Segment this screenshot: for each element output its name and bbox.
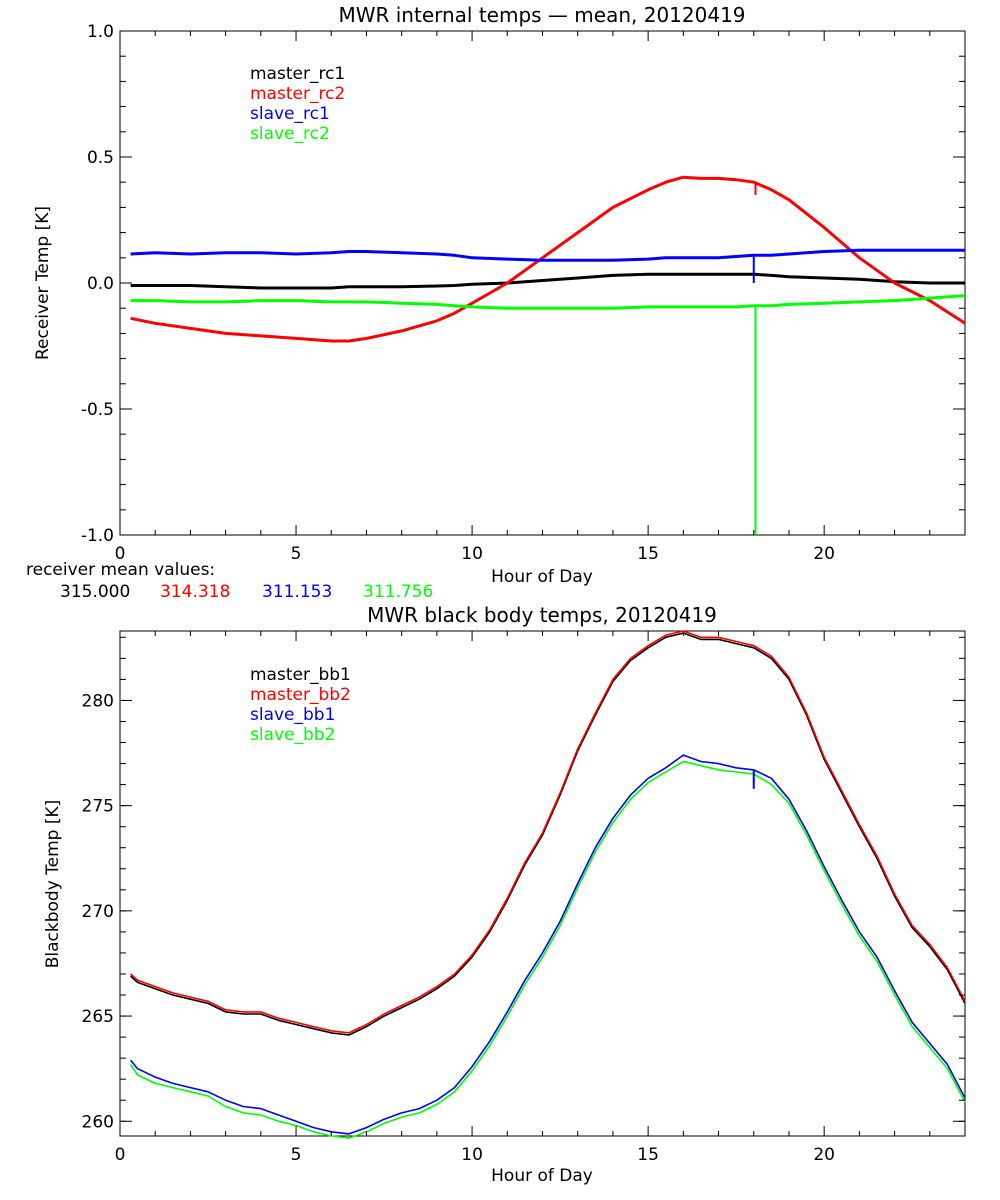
mean-values: 315.000 314.318 311.153 311.756	[60, 582, 433, 602]
y-tick-label: 1.0	[87, 22, 114, 42]
series-line-master_rc1	[130, 272, 965, 290]
series-line-master_rc2	[130, 175, 966, 343]
mean-value: 311.153	[262, 582, 332, 602]
series-line-slave_rc1	[130, 248, 965, 262]
y-tick-label: 265	[82, 1007, 114, 1027]
x-tick-label: 10	[461, 1145, 483, 1165]
legend-entry-master_rc1: master_rc1	[250, 64, 345, 84]
series-lines	[129, 630, 966, 1139]
y-tick-label: 0.0	[87, 274, 114, 294]
series-line-slave_rc2	[130, 294, 966, 310]
x-tick-label: 20	[813, 1145, 835, 1165]
plot-frame	[119, 30, 966, 536]
mean-value: 314.318	[160, 582, 230, 602]
y-tick-label: -1.0	[81, 526, 114, 546]
x-axis-label: Hour of Day	[491, 1166, 593, 1186]
legend-entry-master_bb2: master_bb2	[250, 685, 351, 705]
y-tick-label: 260	[82, 1112, 114, 1132]
legend-entry-master_rc2: master_rc2	[250, 84, 345, 104]
chart-title: MWR internal temps — mean, 20120419	[338, 3, 745, 27]
y-tick-label: 270	[82, 902, 114, 922]
x-tick-label: 0	[115, 1145, 126, 1165]
legend-entry-master_bb1: master_bb1	[250, 665, 351, 685]
mean-value: 311.756	[363, 582, 433, 602]
mean-value: 315.000	[60, 582, 130, 602]
x-tick-label: 15	[637, 1145, 659, 1165]
plot-frame	[119, 630, 966, 1137]
series-line-master_bb2	[130, 630, 966, 1034]
x-tick-label: 0	[115, 544, 126, 564]
x-tick-label: 10	[461, 544, 483, 564]
legend-entry-slave_bb2: slave_bb2	[250, 725, 335, 745]
legend-entry-slave_rc1: slave_rc1	[250, 104, 330, 124]
axis-ticks: 0 5 10 15 20 1.0 0.5 0.0 -0.5 -1.0	[81, 22, 966, 564]
series-line-master_bb1	[130, 632, 966, 1036]
y-axis-label: Receiver Temp [K]	[33, 206, 53, 360]
x-tick-label: 5	[291, 1145, 302, 1165]
y-tick-label: -0.5	[81, 400, 114, 420]
y-axis-label: Blackbody Temp [K]	[43, 800, 63, 969]
x-axis-label: Hour of Day	[491, 567, 593, 587]
legend-entry-slave_bb1: slave_bb1	[250, 705, 335, 725]
series-line-slave_bb2	[129, 760, 966, 1139]
x-tick-label: 15	[637, 544, 659, 564]
receiver-temp-chart: MWR internal temps — mean, 20120419 0 5 10…	[26, 3, 966, 602]
series-lines	[130, 175, 966, 535]
mean-values-label: receiver mean values:	[26, 560, 215, 580]
y-tick-label: 0.5	[87, 148, 114, 168]
series-line-slave_bb1	[129, 754, 966, 1135]
axis-ticks: 0 5 10 15 20 280 275 270 265 260	[82, 631, 966, 1165]
chart-title: MWR black body temps, 20120419	[367, 603, 717, 627]
y-tick-label: 275	[82, 797, 114, 817]
y-tick-label: 280	[82, 691, 114, 711]
x-tick-label: 5	[291, 544, 302, 564]
blackbody-temp-chart: MWR black body temps, 20120419 0 5 10 15 20 2…	[43, 603, 966, 1186]
x-tick-label: 20	[813, 544, 835, 564]
legend-entry-slave_rc2: slave_rc2	[250, 124, 330, 144]
